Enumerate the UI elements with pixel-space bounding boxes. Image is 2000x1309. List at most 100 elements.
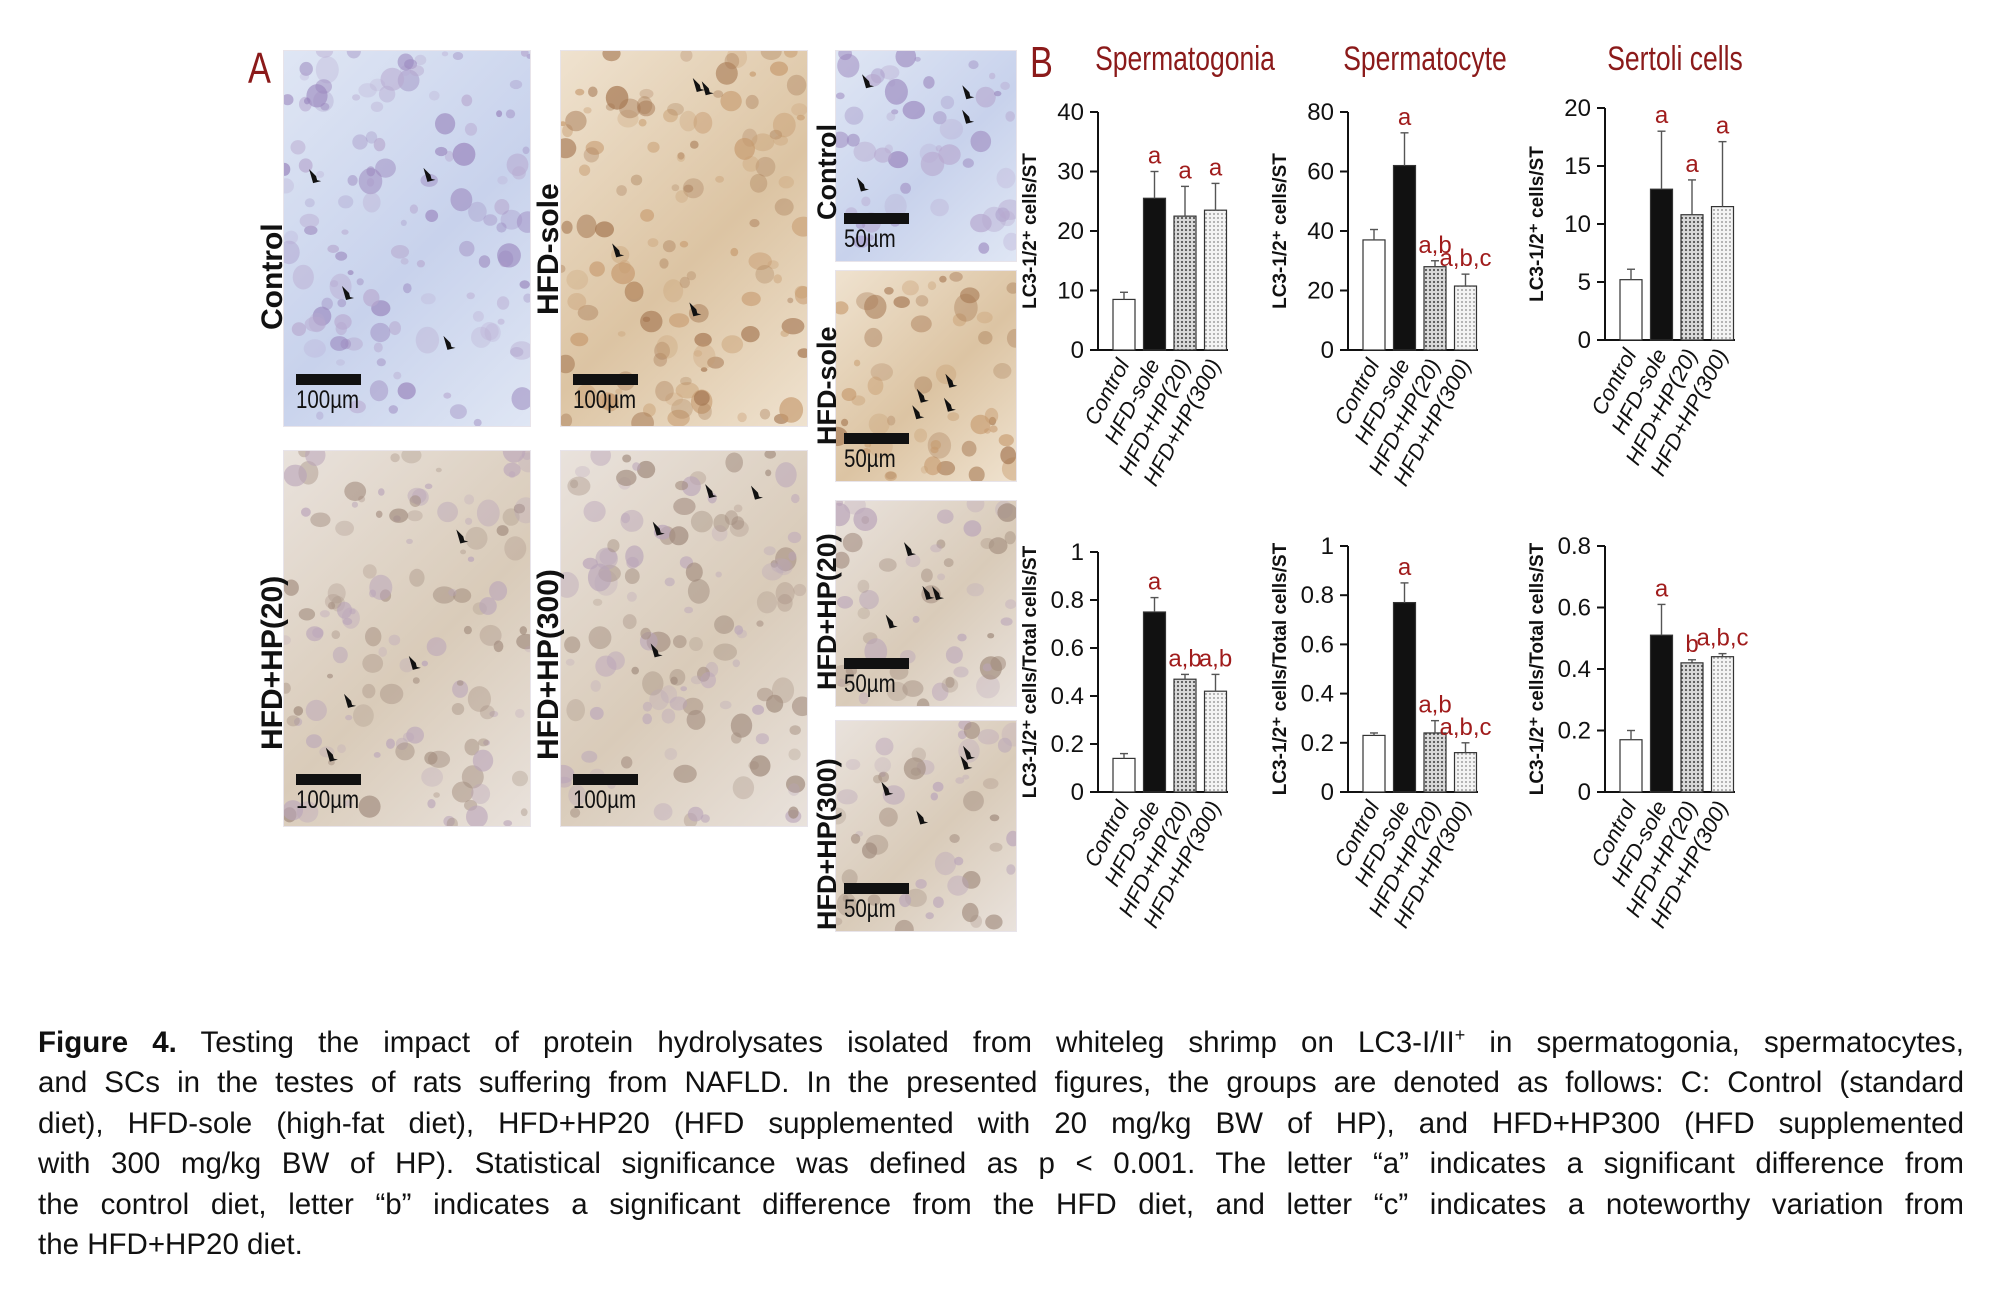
panel-b-label: B bbox=[1030, 38, 1053, 87]
y-tick-label: 0.4 bbox=[1301, 681, 1334, 708]
y-tick-label: 0.6 bbox=[1558, 595, 1591, 622]
y-tick-label: 5 bbox=[1578, 269, 1591, 296]
micrograph-8: 50µm bbox=[835, 720, 1017, 932]
significance-label: a bbox=[1398, 554, 1412, 581]
bar-hfd-hp-300- bbox=[1453, 752, 1478, 793]
scale-bar bbox=[573, 374, 638, 385]
y-tick-label: 0 bbox=[1578, 779, 1591, 806]
arrowhead-icon bbox=[945, 373, 958, 388]
tissue-texture bbox=[836, 271, 1016, 481]
bar-hfd-sole bbox=[1142, 197, 1167, 351]
arrowhead-icon bbox=[916, 388, 929, 403]
arrowhead-icon bbox=[750, 485, 763, 500]
tissue-texture bbox=[561, 451, 807, 826]
y-tick-label: 0.4 bbox=[1051, 683, 1084, 710]
chart-6: 0 0.2 0.4 0.6 0.8 LC3-1/2⁺ cells/Total cells/… bbox=[1527, 533, 1749, 932]
caption-text-1b: in spermatogonia, spermatocytes, bbox=[1465, 1025, 1964, 1059]
arrowhead-icon bbox=[423, 167, 436, 182]
y-tick-label: 40 bbox=[1057, 99, 1084, 126]
scale-label: 100µm bbox=[573, 386, 637, 414]
y-axis-label: LC3-1/2⁺ cells/Total cells/ST bbox=[1527, 542, 1548, 795]
y-tick-label: 0.6 bbox=[1301, 631, 1334, 658]
y-axis-label: LC3-1/2⁺ cells/ST bbox=[1527, 146, 1548, 302]
chart-title: Spermatocyte bbox=[1343, 40, 1507, 78]
y-tick-label: 0.6 bbox=[1051, 635, 1084, 662]
y-tick-label: 0 bbox=[1071, 337, 1084, 364]
significance-label: a bbox=[1178, 157, 1192, 184]
arrowhead-icon bbox=[862, 74, 875, 89]
y-tick-label: 0 bbox=[1578, 327, 1591, 354]
y-tick-label: 0.8 bbox=[1051, 587, 1084, 614]
arrowhead-icon bbox=[856, 177, 869, 192]
arrowhead-icon bbox=[922, 585, 935, 600]
y-tick-label: 0 bbox=[1321, 779, 1334, 806]
bar-control bbox=[1362, 734, 1386, 793]
panel-a-label: A bbox=[248, 44, 271, 93]
y-tick-label: 0.4 bbox=[1558, 656, 1591, 683]
bar-control bbox=[1362, 239, 1386, 351]
scale-label: 100µm bbox=[296, 786, 360, 814]
y-tick-label: 20 bbox=[1564, 95, 1591, 122]
caption-line-3: diet), HFD-sole (high-fat diet), HFD+HP2… bbox=[38, 1106, 1964, 1140]
micrograph-2: 100µm bbox=[560, 50, 808, 427]
significance-label: a,b bbox=[1199, 645, 1232, 672]
arrowhead-icon bbox=[650, 643, 663, 658]
y-axis-label: LC3-1/2⁺ cells/Total cells/ST bbox=[1020, 545, 1041, 798]
arrowhead-icon bbox=[344, 693, 357, 708]
scale-label: 100µm bbox=[573, 786, 637, 814]
scale-bar bbox=[844, 213, 909, 224]
arrowhead-icon bbox=[443, 335, 456, 350]
micrograph-3: 100µm bbox=[283, 450, 531, 827]
y-tick-label: 60 bbox=[1307, 159, 1334, 186]
y-tick-label: 10 bbox=[1564, 211, 1591, 238]
y-tick-label: 10 bbox=[1057, 278, 1084, 305]
bar-control bbox=[1112, 298, 1136, 351]
arrowhead-icon bbox=[960, 755, 973, 770]
scale-bar bbox=[844, 658, 909, 669]
y-axis-label: LC3-1/2⁺ cells/ST bbox=[1020, 153, 1041, 309]
caption-text-1a: Testing the impact of protein hydrolysat… bbox=[176, 1025, 1455, 1059]
tissue-texture bbox=[561, 51, 807, 426]
arrowhead-icon bbox=[701, 81, 714, 96]
arrowhead-icon bbox=[309, 169, 322, 184]
significance-label: b bbox=[1685, 631, 1698, 658]
tissue-texture bbox=[836, 721, 1016, 931]
y-tick-label: 1 bbox=[1071, 539, 1084, 566]
arrowhead-icon bbox=[408, 655, 421, 670]
bar-hfd-sole bbox=[1142, 611, 1167, 793]
bar-hfd-sole bbox=[1392, 164, 1417, 351]
significance-label: a bbox=[1148, 143, 1162, 170]
y-tick-label: 20 bbox=[1307, 278, 1334, 305]
significance-label: a,b,c bbox=[1439, 245, 1491, 272]
scale-bar bbox=[844, 433, 909, 444]
scale-label: 50µm bbox=[844, 445, 896, 473]
chart-5: 0 0.2 0.4 0.6 0.8 1 LC3-1/2⁺ cells/Total cells… bbox=[1270, 533, 1492, 932]
scale-label: 50µm bbox=[844, 670, 896, 698]
significance-label: a bbox=[1148, 569, 1162, 596]
bar-hfd-hp-20- bbox=[1173, 215, 1197, 351]
arrowhead-icon bbox=[456, 529, 469, 544]
arrowhead-icon bbox=[962, 109, 975, 124]
arrowhead-icon bbox=[962, 85, 975, 100]
arrowhead-icon bbox=[705, 484, 718, 499]
y-tick-label: 20 bbox=[1057, 218, 1084, 245]
micrograph-1: 100µm bbox=[283, 50, 531, 427]
bar-hfd-hp-300- bbox=[1203, 690, 1228, 793]
significance-label: a,b,c bbox=[1696, 625, 1748, 652]
bar-control bbox=[1619, 279, 1643, 341]
y-tick-label: 1 bbox=[1321, 533, 1334, 560]
arrowhead-icon bbox=[325, 747, 338, 762]
bar-control bbox=[1112, 757, 1136, 793]
bar-hfd-hp-20- bbox=[1680, 214, 1704, 341]
significance-label: a bbox=[1398, 104, 1412, 131]
arrowhead-icon bbox=[612, 243, 625, 258]
chart-title: Sertoli cells bbox=[1607, 40, 1743, 78]
y-tick-label: 30 bbox=[1057, 159, 1084, 186]
arrowhead-icon bbox=[903, 542, 916, 557]
bar-hfd-hp-20- bbox=[1423, 266, 1447, 351]
bar-hfd-sole bbox=[1649, 634, 1674, 793]
significance-label: a,b,c bbox=[1439, 714, 1491, 741]
